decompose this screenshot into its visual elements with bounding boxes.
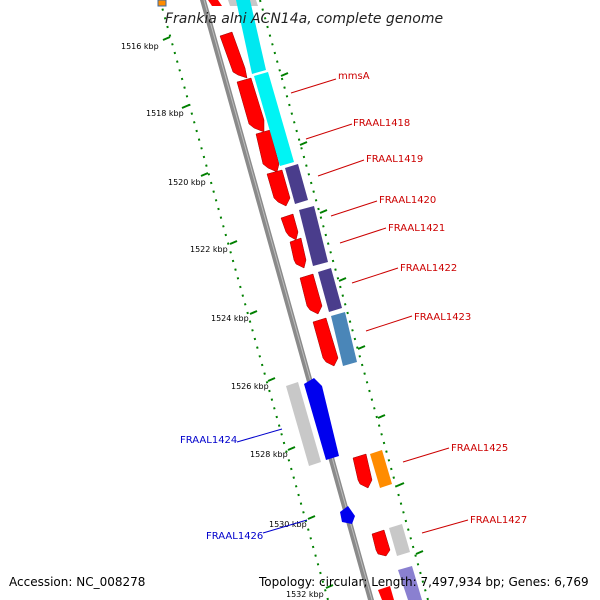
gene-fragment-orange [157,0,167,7]
gene-purple-1 [285,164,308,204]
gene-label: mmsA [338,71,370,82]
tick-label: 1526 kbp [231,382,269,391]
tick-label: 1520 kbp [168,178,206,187]
outer-tick-marks [280,72,424,555]
gene-purple-2 [299,206,328,266]
map-title: Frankia alni ACN14a, complete genome [165,11,443,27]
gene-cyan-2 [254,72,294,166]
right-gene-labels: mmsA FRAAL1418 FRAAL1419 FRAAL1420 FRAAL… [338,71,527,526]
gene-purple-3 [318,268,342,312]
accession-text: Accession: NC_008278 [9,575,145,589]
leader-fraal1424 [236,428,283,443]
tick-label: 1516 kbp [121,42,159,51]
gene-fraal1424 [304,378,339,460]
tick-label: 1532 kbp [286,590,324,599]
gene-fragment-red [208,0,222,6]
topology-text: Topology: circular; Length: 7,497,934 bp… [258,575,589,589]
gene-lavender-1 [398,566,422,600]
gene-label: FRAAL1425 [451,443,508,454]
gene-fraal1425 [352,453,373,489]
gene-label: FRAAL1420 [379,195,436,206]
tick-label: 1518 kbp [146,109,184,118]
gene-fraal1424-gray [286,382,321,466]
gene-fraal1421b [289,237,307,269]
gene-gray-1 [389,524,410,556]
gene-fraal1420 [266,169,291,207]
gene-label: FRAAL1423 [414,312,471,323]
backbone-highlight [203,0,373,600]
gene-cyan-1 [236,0,266,74]
gene-label: FRAAL1419 [366,154,423,165]
gene-label: FRAAL1427 [470,515,527,526]
gene-orange-1 [370,450,392,488]
gene-label-left: FRAAL1426 [206,531,263,542]
gene-label: FRAAL1422 [400,263,457,274]
gene-fraal1426 [340,506,355,524]
gene-fraal1421 [280,213,299,241]
gene-steel-1 [331,312,357,366]
gene-label: FRAAL1421 [388,223,445,234]
gene-mmsA [219,31,248,79]
inner-tick-marks [162,36,334,589]
tick-label: 1524 kbp [211,314,249,323]
tick-label: 1522 kbp [190,245,228,254]
right-leader-lines [290,78,469,534]
leader-fraal1426 [262,519,308,534]
tick-labels: 1516 kbp 1518 kbp 1520 kbp 1522 kbp 1524… [121,42,324,599]
tick-label: 1530 kbp [269,520,307,529]
gene-label: FRAAL1418 [353,118,410,129]
gene-fraal1422 [299,273,323,315]
gene-fraal1423 [312,317,339,367]
forward-genes [219,31,391,557]
gene-fraal1427 [371,529,391,557]
gene-label-left: FRAAL1424 [180,435,237,446]
gene-bottom-red [378,586,394,600]
tick-label: 1528 kbp [250,450,288,459]
